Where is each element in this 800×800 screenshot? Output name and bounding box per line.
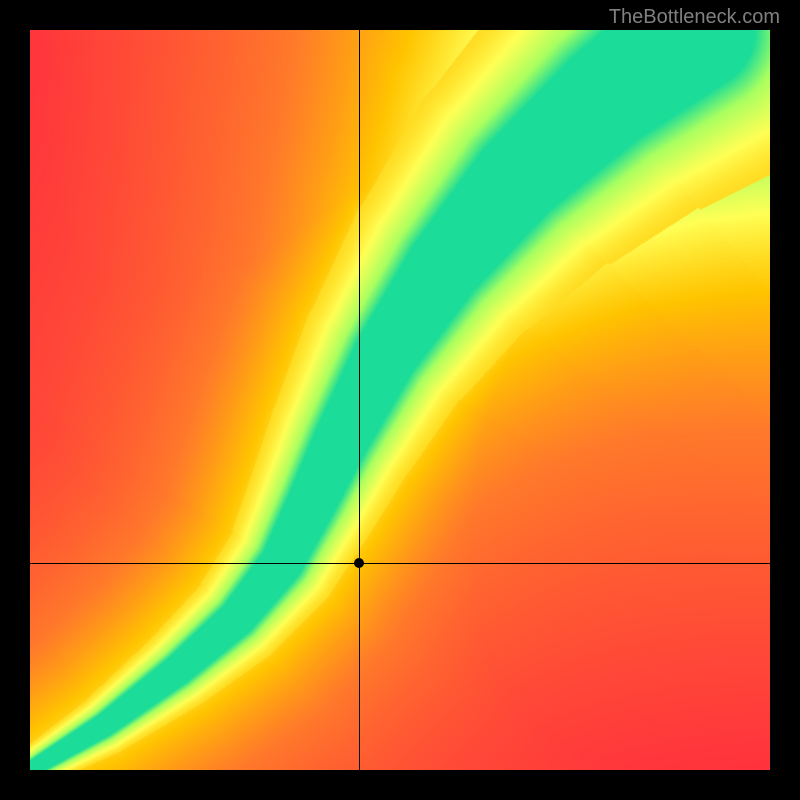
crosshair-vertical bbox=[359, 30, 360, 770]
heatmap-plot bbox=[30, 30, 770, 770]
crosshair-horizontal bbox=[30, 563, 770, 564]
heatmap-canvas bbox=[30, 30, 770, 770]
watermark: TheBottleneck.com bbox=[609, 6, 780, 29]
crosshair-marker bbox=[354, 558, 364, 568]
